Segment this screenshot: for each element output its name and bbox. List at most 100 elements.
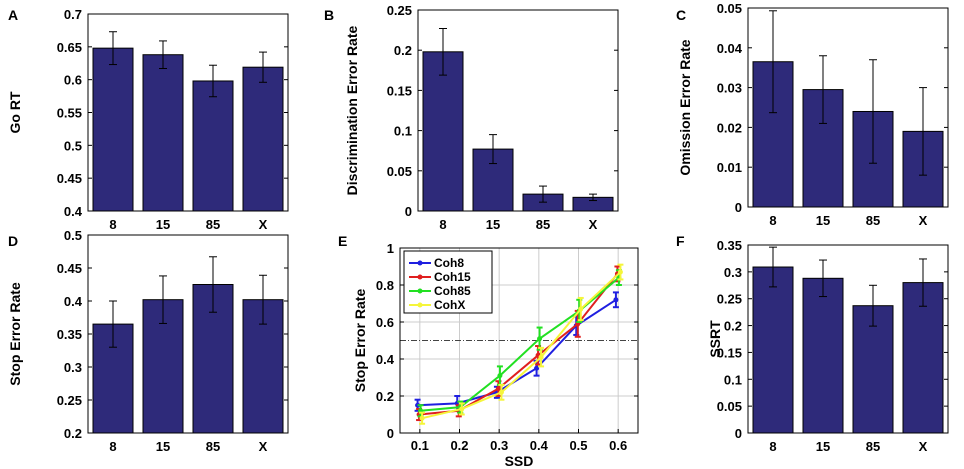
x-tick-label: 0.5 xyxy=(569,438,587,453)
data-point xyxy=(495,386,501,392)
data-point xyxy=(497,373,503,379)
y-axis-label: Stop Error Rate xyxy=(352,289,368,393)
y-tick-label: 0.7 xyxy=(64,7,82,22)
bar xyxy=(242,66,284,212)
x-tick-label: 85 xyxy=(206,439,220,454)
y-tick-label: 0 xyxy=(387,426,394,441)
x-tick-label: 8 xyxy=(109,439,116,454)
x-tick-label: 15 xyxy=(486,217,500,232)
legend-marker xyxy=(417,302,423,308)
x-tick-label: 8 xyxy=(769,213,776,228)
x-tick-label: 85 xyxy=(536,217,550,232)
panel-label: D xyxy=(8,233,18,249)
axes-box xyxy=(417,9,619,212)
legend-label: Coh15 xyxy=(434,270,471,284)
x-tick-label: 0.3 xyxy=(490,438,508,453)
y-tick-label: 0.15 xyxy=(387,83,412,98)
y-axis-label: Discrimination Error Rate xyxy=(344,25,360,195)
x-tick-label: 85 xyxy=(206,217,220,232)
x-tick-label: 15 xyxy=(156,439,170,454)
panel-label: C xyxy=(676,7,686,23)
y-tick-label: 0.04 xyxy=(717,41,743,56)
x-tick-label: X xyxy=(259,217,268,232)
y-axis-label: SSRT xyxy=(707,320,723,358)
y-axis-label: Omission Error Rate xyxy=(677,39,693,175)
y-tick-label: 0.05 xyxy=(717,1,742,16)
y-tick-label: 0.35 xyxy=(57,327,82,342)
panel-c: C 8 15 85 X 0 0.01 0.02 0.03 0.04 0.05 Omission Err… xyxy=(676,1,949,228)
y-tick-label: 0.25 xyxy=(57,393,82,408)
y-tick-label: 0.03 xyxy=(717,81,742,96)
bar xyxy=(802,277,844,434)
axes-box xyxy=(87,13,289,212)
y-tick-label: 0.4 xyxy=(64,204,83,219)
legend-marker xyxy=(417,274,423,280)
y-tick-label: 0 xyxy=(735,426,742,441)
y-tick-label: 0.2 xyxy=(64,426,82,441)
y-tick-label: 1 xyxy=(387,241,394,256)
x-tick-label: 0.6 xyxy=(609,438,627,453)
y-tick-label: 0.55 xyxy=(57,106,82,121)
y-tick-label: 0.45 xyxy=(57,171,82,186)
legend-marker xyxy=(417,288,423,294)
panel-b: B 8 15 85 X 0 0.05 0.1 0.15 0.2 0.25 Discrimination… xyxy=(324,3,619,232)
panel-label: F xyxy=(676,233,685,249)
y-tick-label: 0.05 xyxy=(387,164,412,179)
y-tick-label: 0 xyxy=(405,204,412,219)
y-tick-label: 0.1 xyxy=(394,124,412,139)
panel-label: B xyxy=(324,7,334,23)
bar xyxy=(852,305,894,434)
legend-label: Coh8 xyxy=(434,256,464,270)
y-tick-label: 0.2 xyxy=(724,319,742,334)
panel-f: F 8 15 85 X 0 0.05 0.1 0.15 0.2 0.25 0.3 0.35 SSRT xyxy=(676,233,949,454)
x-tick-label: X xyxy=(589,217,598,232)
bar xyxy=(192,80,234,212)
y-tick-label: 0.02 xyxy=(717,120,742,135)
y-tick-label: 0.1 xyxy=(724,372,742,387)
bar xyxy=(92,47,134,212)
y-tick-label: 0.45 xyxy=(57,261,82,276)
data-point xyxy=(538,354,544,360)
x-tick-label: 0.2 xyxy=(450,438,468,453)
x-tick-label: X xyxy=(919,439,928,454)
bar xyxy=(422,51,464,212)
legend-label: CohX xyxy=(434,298,465,312)
x-tick-label: 85 xyxy=(866,439,880,454)
y-tick-label: 0.2 xyxy=(394,43,412,58)
y-tick-label: 0.15 xyxy=(717,345,742,360)
panel-label: A xyxy=(8,7,18,23)
legend-marker xyxy=(417,260,423,266)
y-tick-label: 0.65 xyxy=(57,40,82,55)
bar xyxy=(752,266,794,434)
x-tick-label: 8 xyxy=(109,217,116,232)
panel-d: D 8 15 85 X 0.2 0.25 0.3 0.35 0.4 0.45 0.5 Stop Erro… xyxy=(7,228,289,454)
x-tick-label: 0.1 xyxy=(411,438,429,453)
y-tick-label: 0.3 xyxy=(64,360,82,375)
data-point xyxy=(534,365,540,371)
y-tick-label: 0.01 xyxy=(717,160,742,175)
y-tick-label: 0.4 xyxy=(376,352,395,367)
panel-e: E 0.1 0.2 0.3 0.4 0.5 0.6 SSD Coh8Coh15Coh85CohX… xyxy=(338,233,639,469)
y-axis-label: Stop Error Rate xyxy=(7,282,23,386)
axes-box xyxy=(87,234,289,434)
y-tick-label: 0.3 xyxy=(724,265,742,280)
y-tick-label: 0.5 xyxy=(64,138,82,153)
x-tick-label: 8 xyxy=(439,217,446,232)
y-tick-label: 0 xyxy=(735,200,742,215)
data-point xyxy=(613,297,619,303)
axes-box xyxy=(747,7,949,208)
x-axis-label: SSD xyxy=(505,453,534,469)
data-point xyxy=(617,269,623,275)
data-point xyxy=(537,336,543,342)
y-tick-label: 0.25 xyxy=(387,3,412,18)
x-tick-label: X xyxy=(919,213,928,228)
panel-a: A 8 15 85 X 0.4 0.45 0.5 0.55 0.6 0.65 0.7 Go RT xyxy=(7,7,289,232)
x-tick-label: 8 xyxy=(769,439,776,454)
x-tick-label: 85 xyxy=(866,213,880,228)
data-point xyxy=(419,415,425,421)
x-tick-label: 15 xyxy=(816,213,830,228)
series-line-cohx xyxy=(421,271,622,420)
axes-box xyxy=(399,247,639,434)
